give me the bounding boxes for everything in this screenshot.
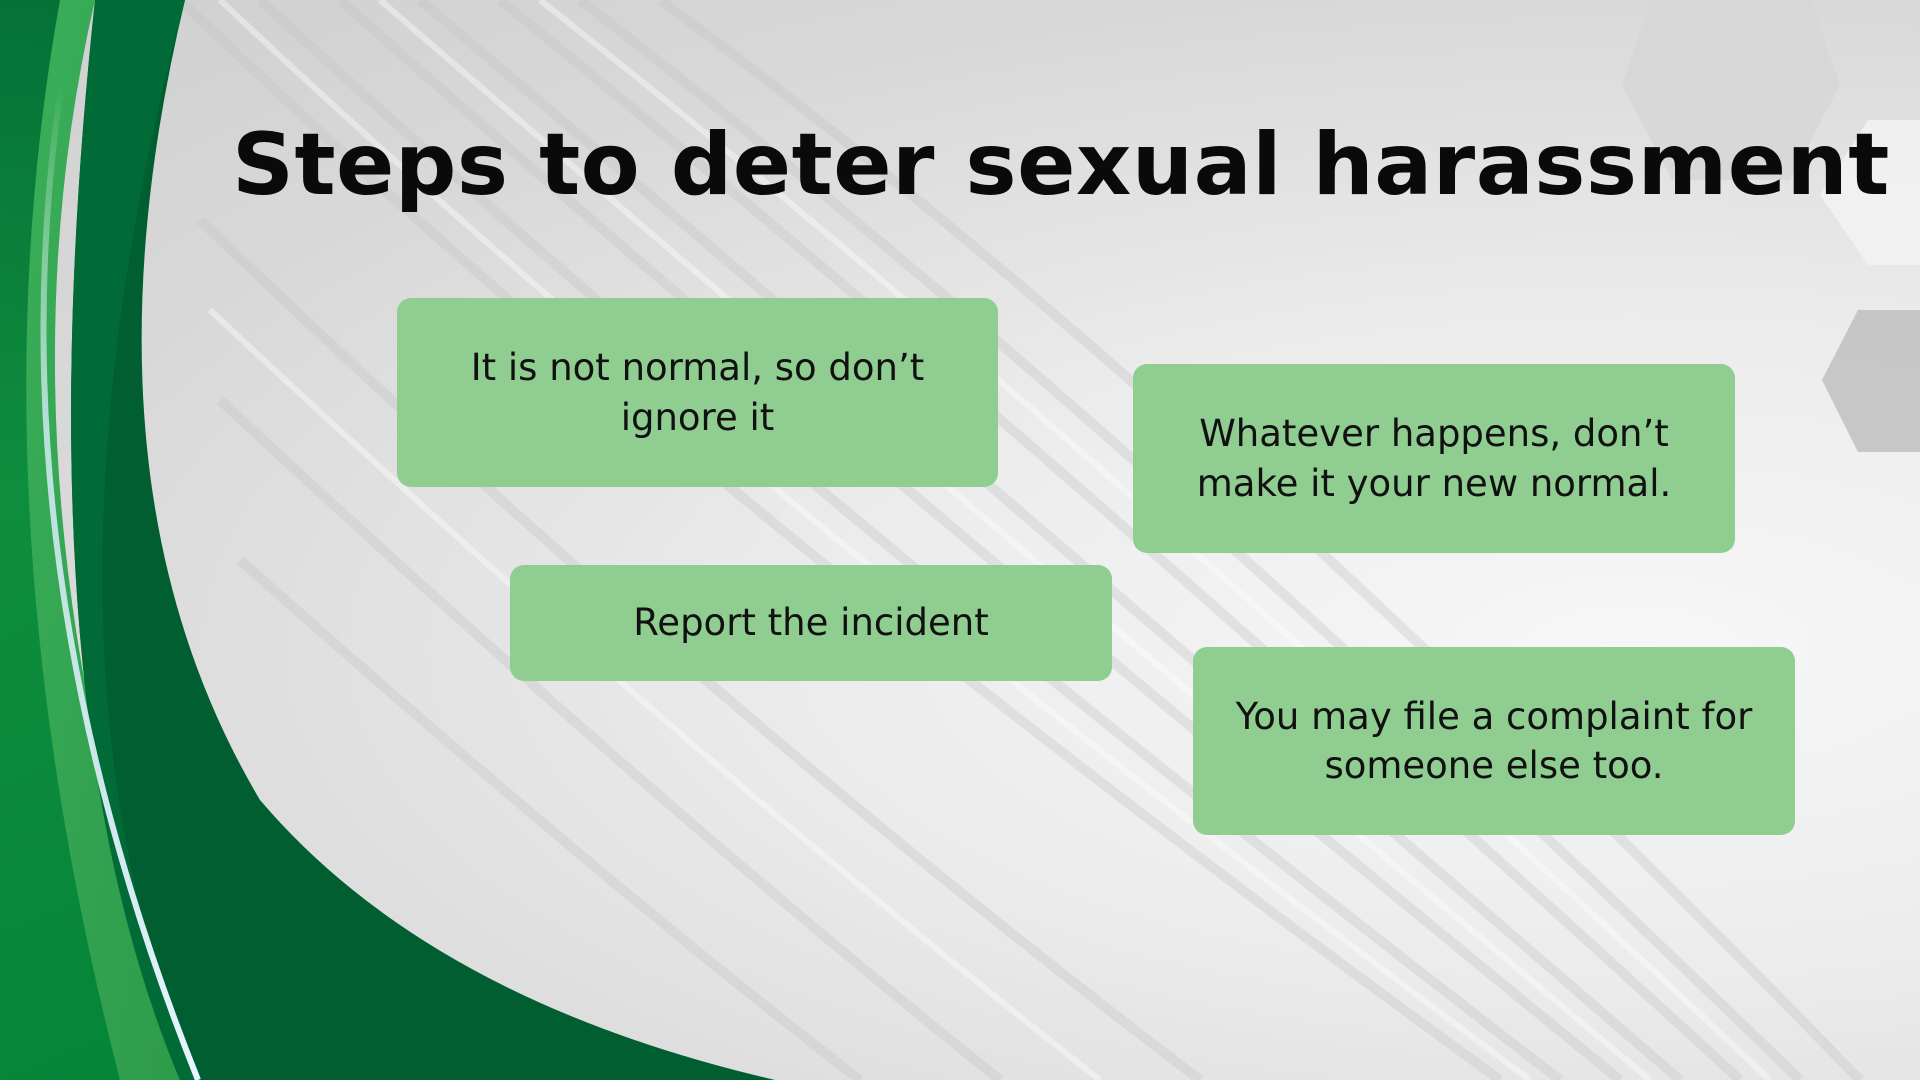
step-card: Whatever happens, don’t make it your new… bbox=[1133, 364, 1735, 553]
hexagon-shapes bbox=[1622, 0, 1920, 452]
step-card: It is not normal, so don’t ignore it bbox=[397, 298, 998, 487]
step-card-text: It is not normal, so don’t ignore it bbox=[470, 346, 925, 439]
step-card: Report the incident bbox=[510, 565, 1112, 681]
step-card: You may file a complaint for someone els… bbox=[1193, 647, 1795, 835]
step-card-text: You may file a complaint for someone els… bbox=[1235, 694, 1753, 787]
step-card-text: Report the incident bbox=[633, 601, 989, 645]
step-card-text: Whatever happens, don’t make it your new… bbox=[1196, 412, 1672, 505]
slide-title: Steps to deter sexual harassment bbox=[232, 115, 1890, 215]
